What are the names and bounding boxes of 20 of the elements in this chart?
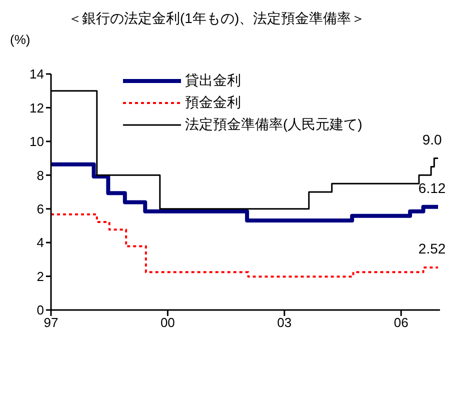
y-tick-label: 6 xyxy=(36,201,44,216)
y-tick-label: 2 xyxy=(36,268,44,284)
y-tick-label: 12 xyxy=(30,100,44,116)
data-label: 2.52 xyxy=(418,240,446,257)
y-tick-label: 14 xyxy=(30,66,44,82)
data-label: 9.0 xyxy=(422,131,442,148)
x-tick-label: 00 xyxy=(160,315,175,330)
y-tick-label: 8 xyxy=(36,168,44,183)
y-tick-label: 10 xyxy=(30,134,44,150)
y-tick-label: 0 xyxy=(36,302,44,318)
legend-label: 貸出金利 xyxy=(185,72,241,90)
x-tick-label: 97 xyxy=(44,315,58,330)
data-label: 6.12 xyxy=(418,180,446,196)
y-axis-title: (%) xyxy=(10,32,30,47)
y-tick-label: 4 xyxy=(36,235,44,250)
x-tick-label: 03 xyxy=(277,315,292,330)
x-tick-label: 06 xyxy=(394,315,408,330)
chart-title: ＜銀行の法定金利(1年もの)、法定預金準備率＞ xyxy=(68,10,366,28)
legend-label: 預金金利 xyxy=(185,94,241,112)
legend-label: 法定預金準備率(人民元建て) xyxy=(185,116,362,134)
